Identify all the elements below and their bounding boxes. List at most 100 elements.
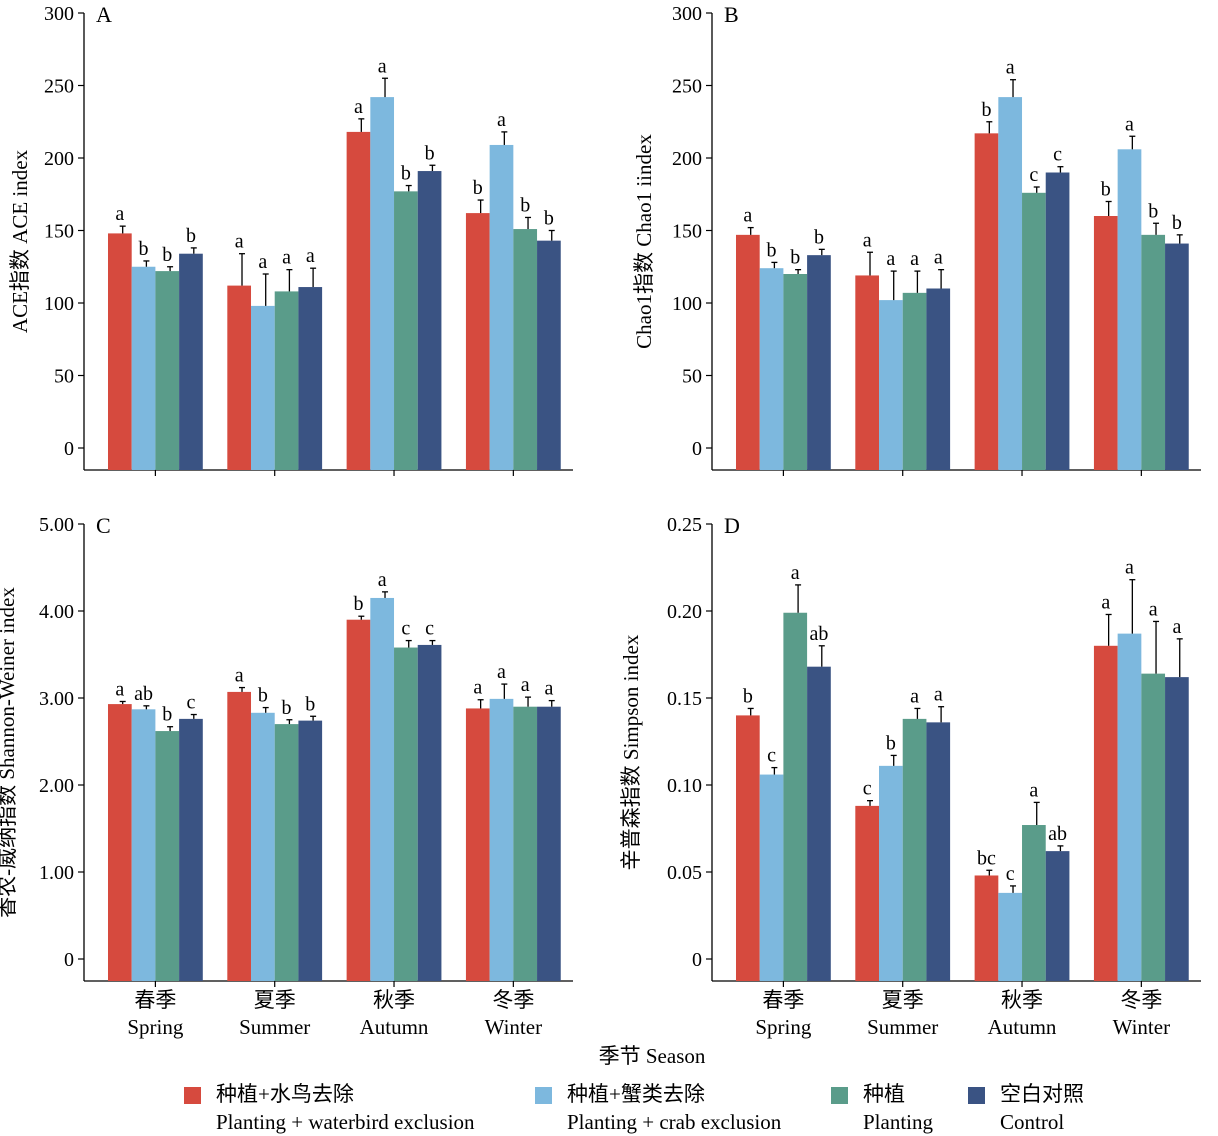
x-category-label-cn: 夏季 [254, 988, 296, 1012]
x-axis-label: 季节 Season [599, 1044, 706, 1068]
x-category-label-en: Spring [755, 1015, 812, 1039]
bar [759, 774, 784, 981]
y-tick-label: 250 [44, 76, 74, 98]
significance-letter: a [1172, 616, 1181, 638]
significance-letter: a [497, 661, 506, 683]
legend: 种植+水鸟去除 Planting + waterbird exclusion 种… [0, 1080, 1218, 1136]
significance-letter: bc [977, 847, 996, 869]
significance-letter: a [235, 665, 244, 687]
x-category-label-en: Winter [485, 1015, 542, 1039]
y-tick-label: 0 [692, 949, 702, 971]
y-tick-label: 3.00 [39, 688, 74, 710]
bar [251, 305, 275, 470]
significance-letter: b [425, 142, 435, 164]
bar [298, 720, 323, 981]
bar [227, 691, 252, 981]
y-tick-label: 200 [44, 148, 74, 170]
y-tick-label: 4.00 [39, 601, 74, 623]
significance-letter: ab [809, 623, 828, 645]
bar [879, 300, 903, 470]
significance-letter: ab [134, 683, 153, 705]
significance-letter: c [1006, 863, 1015, 885]
x-category-label-cn: 冬季 [492, 988, 534, 1012]
panel-label: B [724, 2, 739, 27]
significance-letter: a [378, 569, 387, 591]
bar [879, 765, 903, 981]
y-tick-label: 0 [64, 949, 74, 971]
legend-label-en: Planting [863, 1110, 934, 1134]
bar [926, 722, 951, 981]
bar [902, 292, 927, 470]
bar [998, 892, 1023, 981]
y-tick-label: 200 [672, 148, 702, 170]
x-category-label-cn: 春季 [762, 988, 804, 1012]
y-axis-label: 香农-威纳指数 Shannon-Weiner index [0, 587, 19, 918]
significance-letter: a [791, 562, 800, 584]
legend-swatch-waterbird [184, 1087, 201, 1104]
bar [179, 718, 203, 981]
bar [465, 213, 490, 470]
x-category-label-en: Spring [127, 1015, 184, 1039]
y-tick-label: 50 [682, 366, 702, 388]
x-category-label-cn: 春季 [134, 988, 176, 1012]
bar [107, 233, 132, 470]
bar [855, 805, 880, 981]
bar [537, 706, 561, 981]
bar [131, 709, 156, 981]
y-tick-label: 300 [44, 3, 74, 25]
x-category-label-cn: 冬季 [1120, 988, 1162, 1012]
significance-letter: a [1125, 113, 1134, 135]
significance-letter: b [1101, 179, 1111, 201]
x-category-label-en: Autumn [988, 1015, 1057, 1039]
significance-letter: b [544, 208, 554, 230]
bar [1022, 192, 1046, 471]
significance-letter: a [743, 205, 752, 227]
bar [394, 191, 418, 470]
y-tick-label: 0.05 [667, 862, 702, 884]
bar [783, 274, 808, 470]
legend-label-en: Control [1000, 1110, 1065, 1134]
bar [227, 285, 252, 470]
significance-letter: b [282, 697, 292, 719]
bar [537, 240, 561, 470]
x-category-label-en: Summer [867, 1015, 938, 1039]
y-tick-label: 5.00 [39, 514, 74, 536]
y-tick-label: 150 [672, 221, 702, 243]
bar [251, 712, 275, 981]
significance-letter: a [910, 248, 919, 270]
significance-letter: b [1148, 200, 1158, 222]
significance-letter: a [258, 251, 267, 273]
significance-letter: a [934, 684, 943, 706]
significance-letter: a [934, 247, 943, 269]
y-tick-label: 100 [672, 293, 702, 315]
significance-letter: b [767, 239, 777, 261]
significance-letter: b [814, 226, 824, 248]
legend-label-cn: 种植+蟹类去除 [567, 1082, 705, 1106]
significance-letter: b [743, 685, 753, 707]
significance-letter: a [497, 109, 506, 131]
bar [274, 291, 299, 470]
bar [179, 253, 203, 470]
significance-letter: a [1029, 779, 1038, 801]
bar [926, 288, 951, 470]
significance-letter: a [115, 678, 124, 700]
legend-label-cn: 种植 [863, 1082, 905, 1106]
bar [807, 666, 831, 981]
panel-label: C [96, 513, 111, 538]
significance-letter: a [910, 685, 919, 707]
bar [513, 229, 538, 470]
significance-letter: ab [1048, 823, 1067, 845]
bar [807, 255, 831, 470]
bar [974, 133, 999, 470]
legend-swatch-control [968, 1087, 985, 1104]
bar [902, 718, 927, 981]
bar [759, 268, 784, 470]
significance-letter: b [186, 225, 196, 247]
y-tick-label: 0.10 [667, 775, 702, 797]
significance-letter: c [1053, 144, 1062, 166]
y-axis-label: ACE指数 ACE index [8, 149, 32, 333]
legend-label-en: Planting + waterbird exclusion [216, 1110, 475, 1134]
y-tick-label: 150 [44, 221, 74, 243]
y-tick-label: 100 [44, 293, 74, 315]
